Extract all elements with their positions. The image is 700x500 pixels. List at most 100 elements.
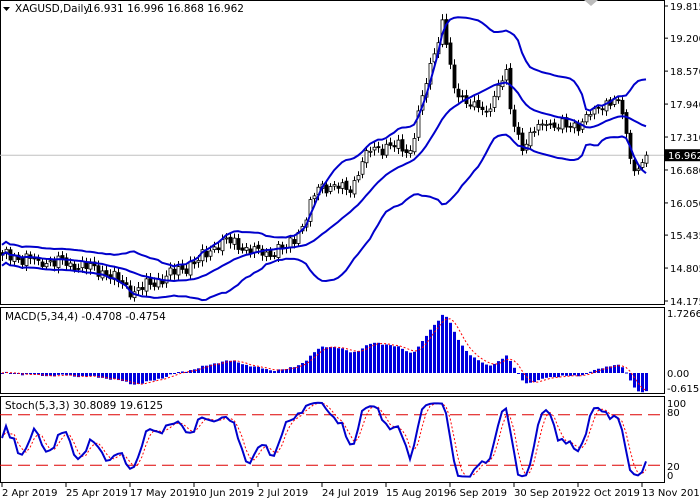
candle-body — [232, 237, 237, 245]
macd-histogram-bar — [53, 373, 56, 377]
macd-histogram-bar — [29, 373, 32, 375]
bollinger-lower-band — [1, 133, 647, 302]
macd-histogram-bar — [321, 346, 324, 373]
macd-histogram-bar — [537, 373, 540, 381]
macd-histogram-bar — [61, 373, 64, 375]
candle-body — [472, 101, 477, 108]
candle-body — [600, 108, 605, 111]
macd-histogram-bar — [349, 352, 352, 373]
macd-title: MACD(5,34,4) -0.4708 -0.4754 — [5, 311, 166, 323]
date-tick-label: 15 Aug 2019 — [386, 488, 450, 499]
macd-histogram-bar — [81, 373, 84, 377]
candle-body — [496, 84, 501, 98]
macd-histogram-bar — [625, 372, 628, 374]
macd-histogram-bar — [137, 373, 140, 384]
macd-panel-frame — [0, 307, 665, 394]
candle-body — [124, 282, 129, 286]
candle-body — [488, 108, 493, 112]
macd-histogram-bar — [305, 360, 308, 373]
macd-histogram-bar — [165, 373, 168, 377]
macd-histogram-bar — [77, 373, 80, 378]
candle-body — [408, 150, 413, 154]
stoch-title: Stoch(5,3,3) 30.8089 19.6125 — [5, 400, 163, 412]
macd-histogram-bar — [97, 373, 100, 378]
macd-histogram-bar — [237, 362, 240, 373]
macd-histogram-bar — [385, 344, 388, 373]
candle-body — [264, 251, 269, 257]
candle-body — [572, 122, 577, 129]
price-tick-label: 19.200 — [670, 34, 700, 45]
macd-histogram-bar — [245, 364, 248, 373]
candle-body — [40, 261, 45, 267]
macd-histogram-bar — [129, 373, 132, 385]
macd-histogram-bar — [325, 347, 328, 373]
macd-histogram-bar — [433, 324, 436, 373]
candle-body — [404, 149, 409, 154]
macd-histogram-bar — [289, 367, 292, 373]
macd-histogram-bar — [557, 373, 560, 378]
macd-histogram-bar — [601, 368, 604, 373]
candle-body — [208, 250, 213, 257]
macd-histogram-bar — [637, 373, 640, 392]
macd-histogram-bar — [333, 347, 336, 373]
candle-body — [452, 64, 457, 89]
candle-body — [380, 148, 385, 156]
macd-histogram-bar — [337, 348, 340, 373]
macd-histogram-bar — [565, 373, 568, 376]
candle-body — [332, 184, 337, 187]
candle-body — [644, 154, 649, 164]
candle-body — [64, 257, 69, 266]
current-price-label: 16.962 — [668, 151, 700, 162]
price-tick-label: 15.435 — [670, 231, 700, 242]
macd-histogram-bar — [93, 373, 96, 376]
macd-histogram-bar — [133, 373, 136, 385]
candle-body — [556, 127, 561, 130]
candle-body — [516, 126, 521, 135]
candle-body — [288, 237, 293, 248]
candle-body — [468, 104, 473, 107]
macd-histogram-bar — [37, 373, 40, 375]
macd-histogram-bar — [261, 368, 264, 373]
chart-shift-marker-icon — [584, 0, 598, 6]
macd-histogram-bar — [633, 373, 636, 388]
macd-histogram-bar — [437, 320, 440, 373]
macd-histogram-bar — [269, 370, 272, 373]
candle-body — [584, 114, 589, 123]
macd-histogram-bar — [369, 343, 372, 373]
macd-histogram-bar — [413, 351, 416, 373]
macd-histogram-bar — [493, 363, 496, 373]
candle-body — [460, 95, 465, 98]
candle-body — [372, 146, 377, 151]
macd-histogram-bar — [449, 322, 452, 373]
candle-body — [348, 189, 353, 193]
candle-body — [616, 99, 621, 102]
candle-body — [192, 261, 197, 265]
macd-histogram-bar — [189, 370, 192, 373]
candle-body — [376, 146, 381, 149]
macd-histogram-bar — [605, 366, 608, 373]
candle-body — [72, 263, 77, 271]
macd-histogram-bar — [417, 346, 420, 373]
collapse-triangle-icon[interactable] — [3, 7, 10, 11]
candle-body — [520, 132, 525, 152]
candle-body — [604, 100, 609, 112]
candle-body — [184, 268, 189, 274]
macd-histogram-bar — [473, 357, 476, 373]
candle-body — [220, 239, 225, 252]
price-tick-label: 18.570 — [670, 67, 700, 78]
macd-histogram-bar — [521, 373, 524, 381]
candle-body — [340, 182, 345, 189]
candle-body — [512, 109, 517, 127]
macd-histogram-bar — [177, 372, 180, 374]
macd-histogram-bar — [341, 348, 344, 373]
macd-histogram-bar — [353, 351, 356, 373]
macd-histogram-bar — [525, 373, 528, 384]
candle-body — [136, 287, 141, 291]
candle-body — [508, 67, 513, 110]
macd-histogram-bar — [221, 361, 224, 373]
macd-histogram-bar — [581, 373, 584, 376]
macd-histogram-bar — [1, 373, 4, 374]
macd-histogram-bar — [541, 373, 544, 379]
macd-histogram-bar — [169, 373, 172, 375]
